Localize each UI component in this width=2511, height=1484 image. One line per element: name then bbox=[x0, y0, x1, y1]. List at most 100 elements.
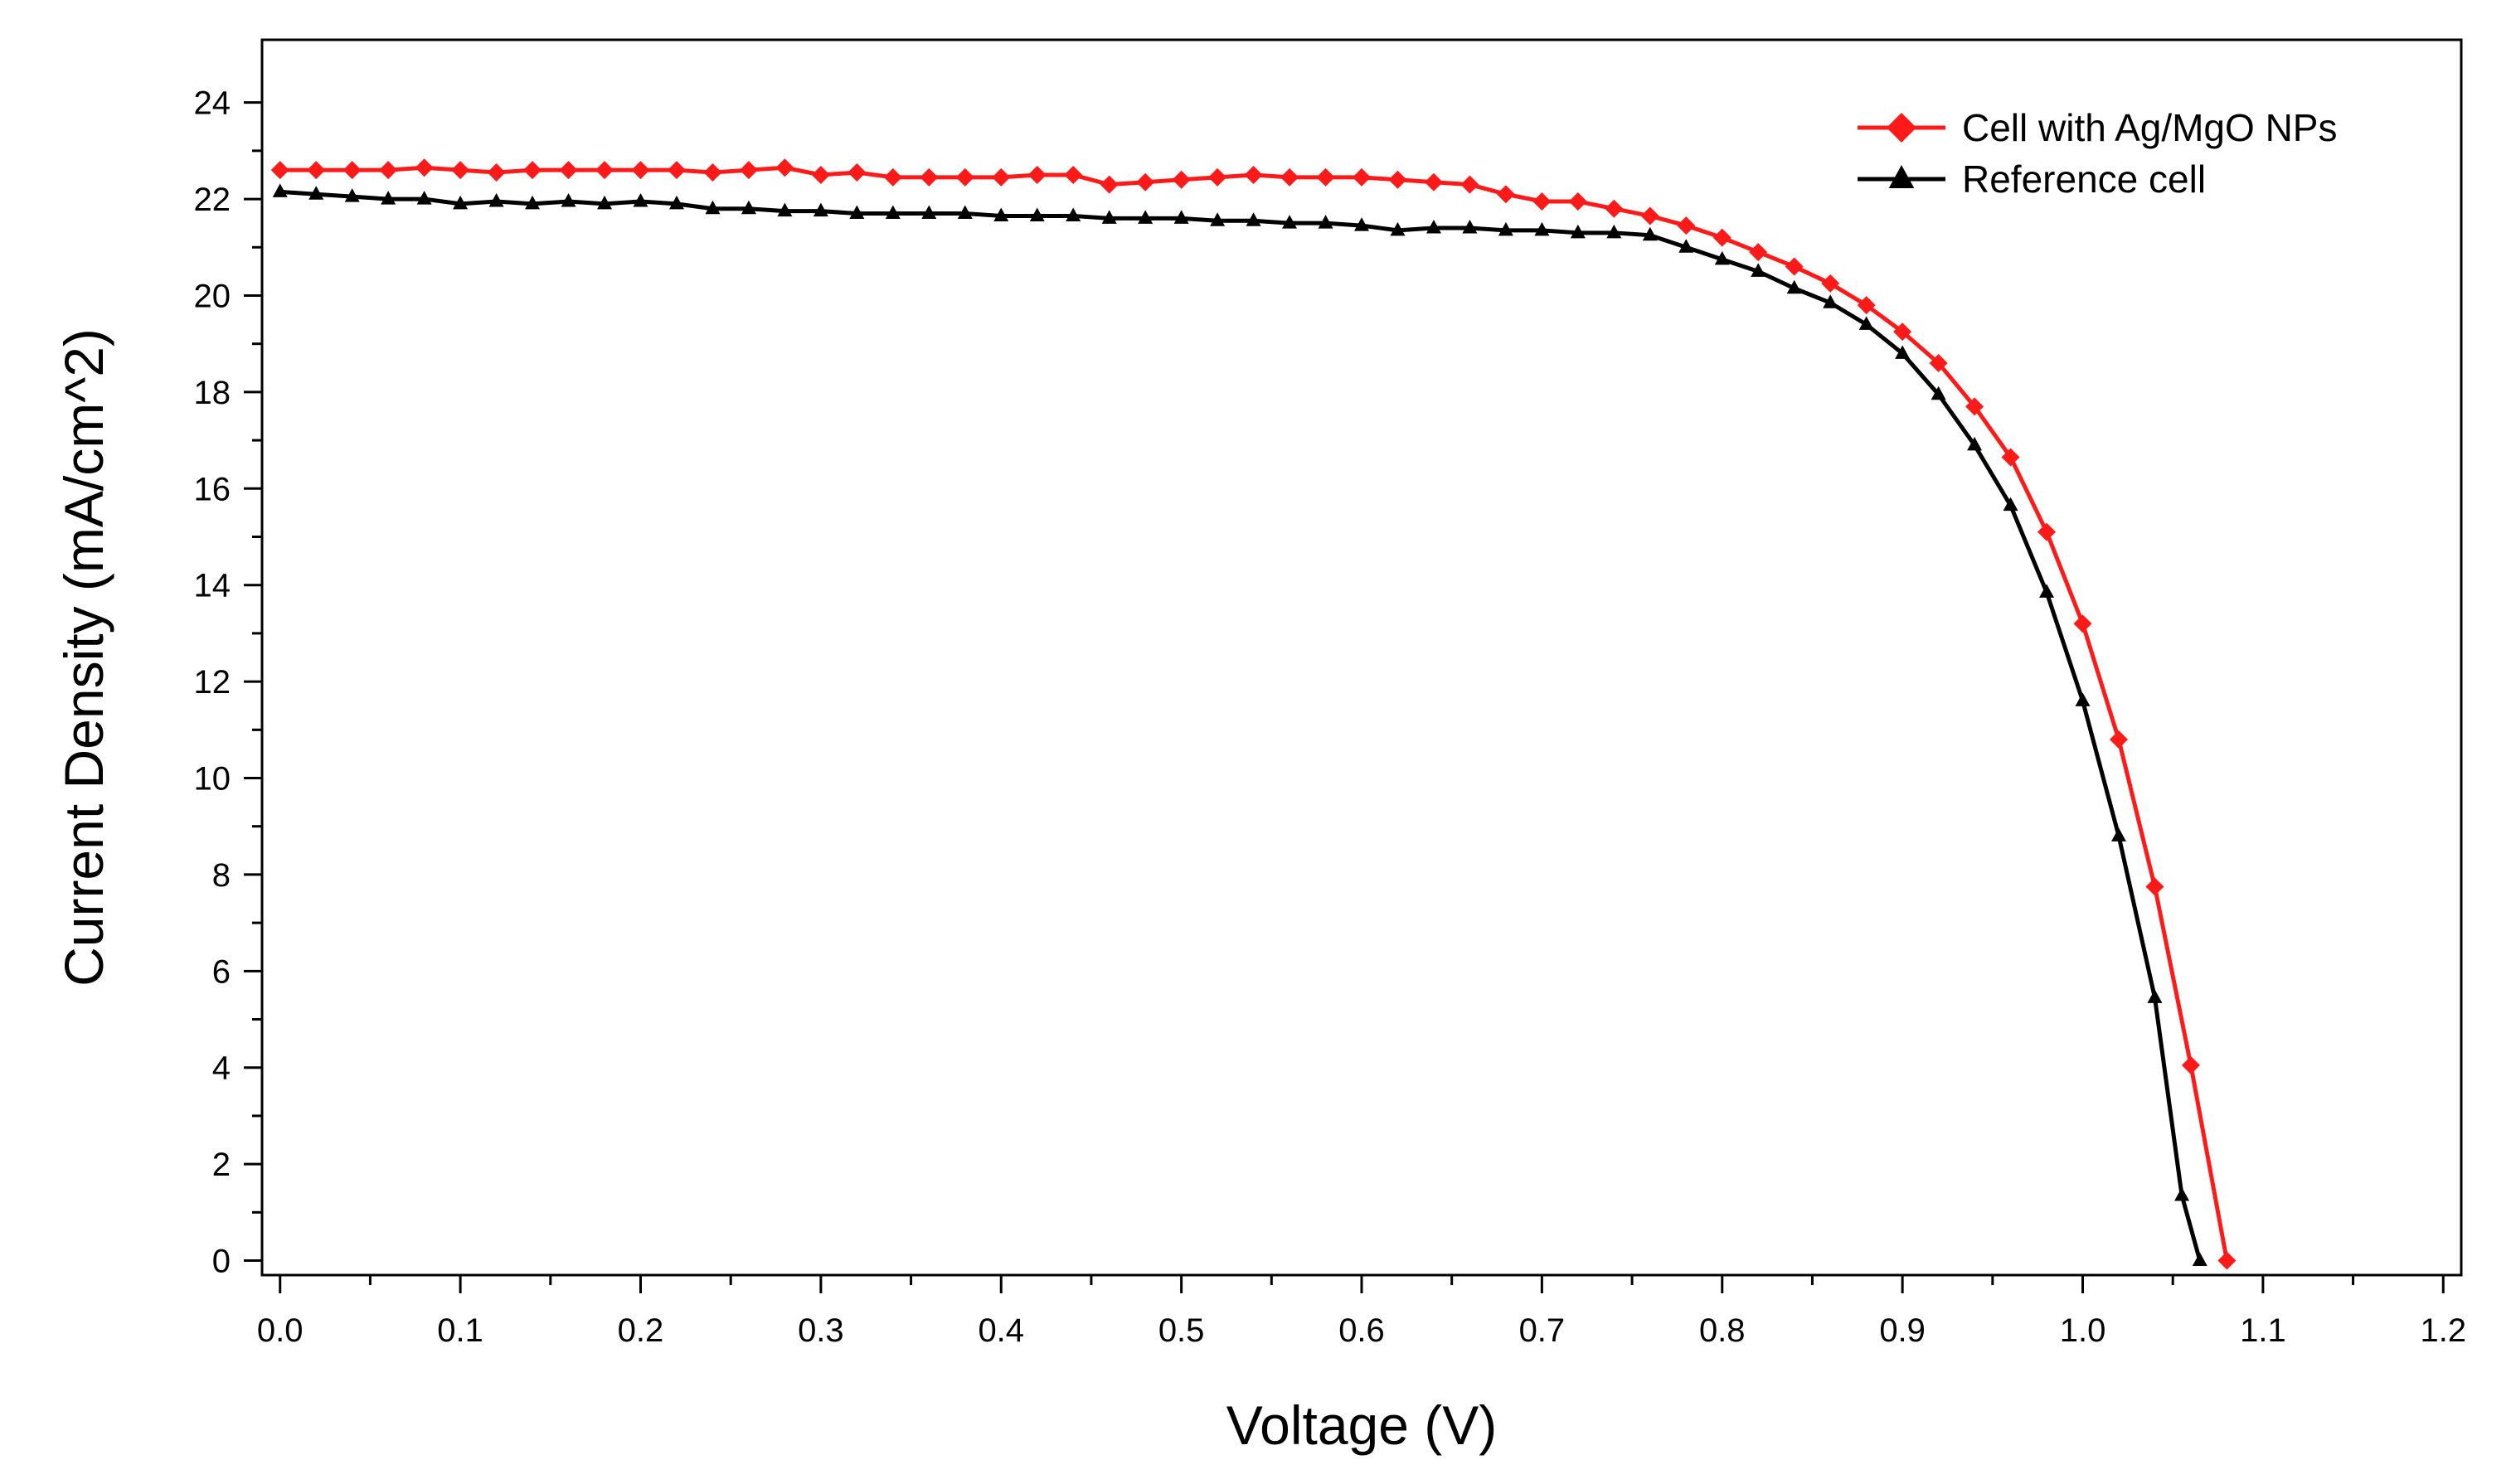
data-point bbox=[2037, 522, 2057, 541]
data-point bbox=[344, 188, 360, 202]
data-point bbox=[1390, 221, 1406, 236]
data-point bbox=[487, 163, 506, 182]
x-tick-label: 1.0 bbox=[2060, 1312, 2106, 1349]
data-point bbox=[1498, 221, 1513, 236]
data-point bbox=[1064, 165, 1083, 184]
data-point bbox=[1931, 386, 1946, 400]
legend: Cell with Ag/MgO NPs Reference cell bbox=[1858, 106, 2337, 201]
data-point bbox=[1821, 274, 1840, 293]
x-tick-label: 0.7 bbox=[1519, 1312, 1566, 1349]
data-point bbox=[957, 205, 973, 220]
data-point bbox=[1138, 210, 1154, 224]
y-tick-label: 10 bbox=[194, 761, 231, 798]
data-point bbox=[668, 195, 684, 210]
data-point bbox=[1244, 165, 1263, 184]
data-point bbox=[631, 161, 650, 180]
data-point bbox=[488, 192, 504, 207]
data-point bbox=[739, 161, 758, 180]
legend-item: Cell with Ag/MgO NPs bbox=[1858, 106, 2337, 149]
data-point bbox=[1388, 170, 1407, 189]
data-point bbox=[2073, 614, 2092, 633]
y-tick-label: 0 bbox=[212, 1244, 231, 1280]
data-point bbox=[559, 161, 578, 180]
data-point bbox=[1714, 250, 1730, 265]
data-point bbox=[416, 191, 432, 205]
data-point bbox=[1246, 212, 1261, 226]
y-tick-label: 4 bbox=[212, 1050, 231, 1087]
data-point bbox=[1136, 172, 1155, 192]
data-point bbox=[955, 167, 974, 187]
data-point bbox=[1749, 243, 1768, 262]
data-point bbox=[2145, 877, 2164, 896]
data-point bbox=[1606, 224, 1622, 239]
data-point bbox=[1462, 219, 1478, 234]
data-point bbox=[1893, 323, 1912, 342]
x-tick-label: 0.2 bbox=[618, 1312, 664, 1349]
data-point bbox=[525, 195, 541, 210]
data-point bbox=[307, 161, 326, 180]
data-point bbox=[2039, 584, 2055, 598]
data-point bbox=[667, 161, 686, 180]
data-point bbox=[1858, 316, 1874, 330]
data-point bbox=[920, 167, 939, 187]
data-point bbox=[1678, 239, 1694, 253]
data-point bbox=[1929, 353, 1948, 372]
data-point bbox=[1568, 192, 1587, 211]
data-point bbox=[1460, 175, 1479, 194]
data-point bbox=[1532, 192, 1552, 211]
series-layer bbox=[270, 158, 2237, 1270]
data-point bbox=[703, 163, 722, 182]
data-point bbox=[381, 191, 396, 205]
x-tick-label: 0.5 bbox=[1158, 1312, 1205, 1349]
data-point bbox=[1534, 221, 1550, 236]
data-point bbox=[308, 186, 324, 200]
data-point bbox=[1605, 199, 1624, 218]
data-point bbox=[2110, 827, 2126, 841]
data-point bbox=[1677, 216, 1696, 235]
data-point bbox=[451, 161, 470, 180]
x-tick-label: 0.0 bbox=[257, 1312, 304, 1349]
series-ag-mgo-cell bbox=[270, 158, 2237, 1270]
data-point bbox=[1100, 175, 1119, 194]
data-point bbox=[1823, 294, 1838, 308]
y-tick-label: 24 bbox=[194, 85, 231, 122]
y-tick-label: 12 bbox=[194, 664, 231, 701]
x-tick-label: 1.2 bbox=[2420, 1312, 2466, 1349]
data-point bbox=[2109, 730, 2128, 749]
data-point bbox=[883, 167, 902, 187]
data-point bbox=[1208, 167, 1227, 187]
data-point bbox=[379, 161, 398, 180]
data-point bbox=[1570, 224, 1586, 239]
data-point bbox=[1282, 215, 1298, 229]
data-point bbox=[1751, 263, 1766, 277]
data-point bbox=[2001, 448, 2020, 467]
x-tick-label: 0.4 bbox=[978, 1312, 1024, 1349]
data-point bbox=[777, 202, 793, 217]
data-point bbox=[561, 192, 576, 207]
data-point bbox=[1280, 167, 1299, 187]
x-tick-label: 1.1 bbox=[2240, 1312, 2286, 1349]
data-point bbox=[775, 158, 794, 177]
data-point bbox=[1967, 436, 1983, 451]
data-point bbox=[523, 161, 542, 180]
data-point bbox=[2192, 1252, 2207, 1267]
data-point bbox=[1101, 210, 1117, 224]
x-tick-label: 0.3 bbox=[798, 1312, 844, 1349]
data-point bbox=[1786, 279, 1802, 294]
data-point bbox=[597, 195, 613, 210]
data-point bbox=[1316, 167, 1335, 187]
data-point bbox=[1640, 206, 1659, 226]
data-point bbox=[1965, 397, 1984, 416]
data-point bbox=[1425, 219, 1441, 234]
x-axis-title: Voltage (V) bbox=[1226, 1394, 1498, 1456]
data-point bbox=[342, 161, 362, 180]
y-tick-label: 16 bbox=[194, 471, 231, 507]
data-point bbox=[885, 205, 901, 220]
data-point bbox=[1895, 345, 1911, 359]
legend-marker bbox=[1887, 113, 1916, 143]
data-point bbox=[1027, 165, 1047, 184]
x-tick-label: 0.8 bbox=[1699, 1312, 1746, 1349]
data-point bbox=[2181, 1055, 2200, 1074]
ticks-layer: 0.0 0.1 0.2 0.3 0.4 0.5 0.6 0.7 0.8 0.9 1.0 1.1 1.2 0… bbox=[194, 85, 2467, 1349]
